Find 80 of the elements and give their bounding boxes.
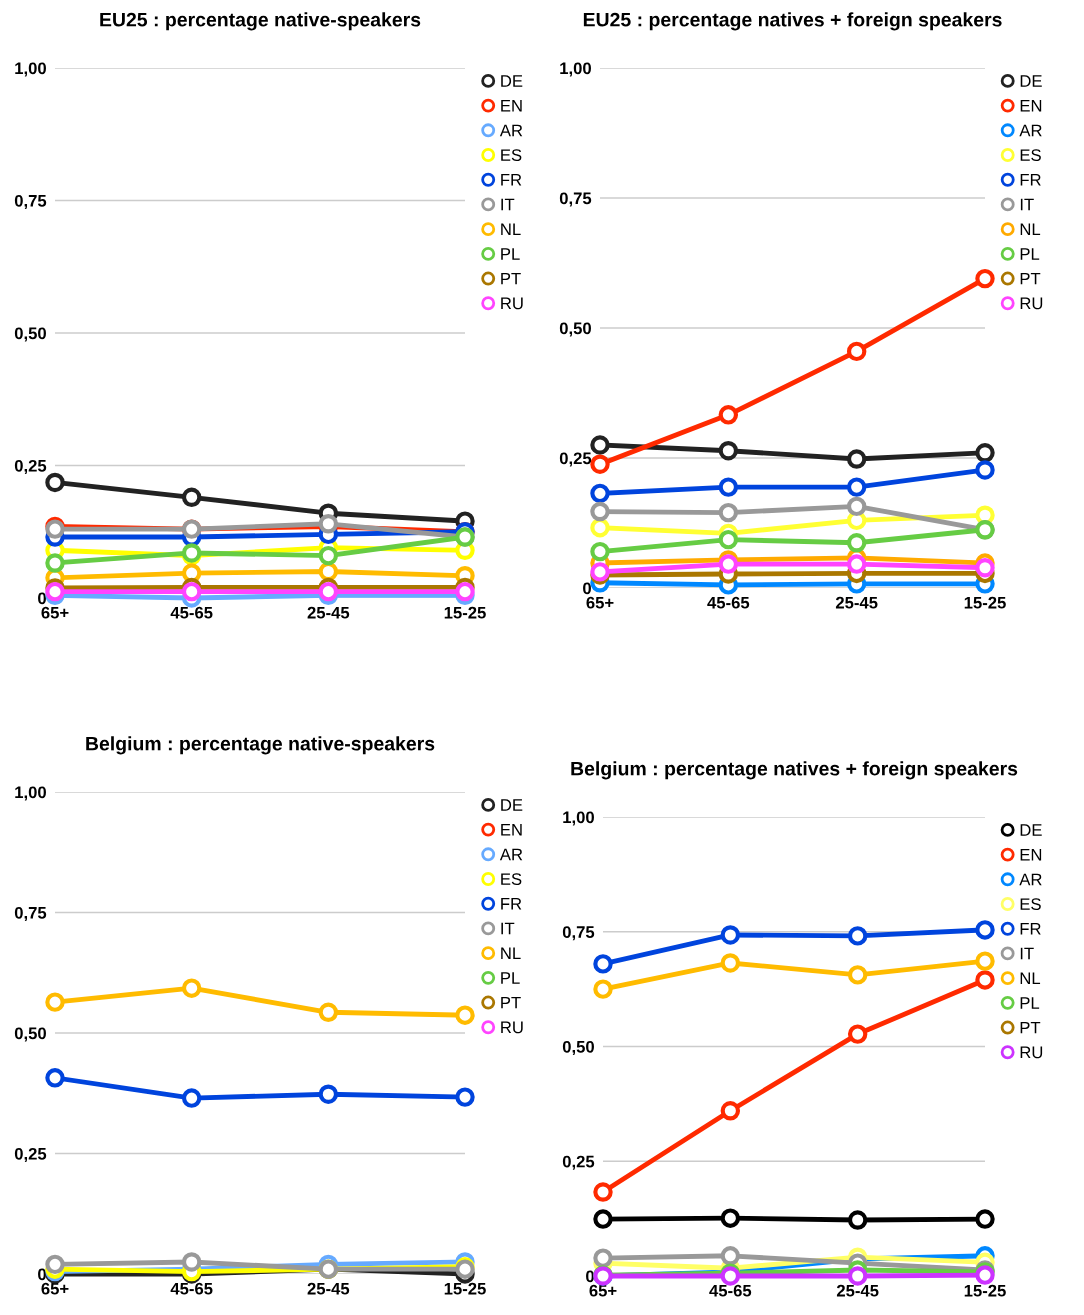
legend-label: RU bbox=[1020, 297, 1043, 310]
legend-label: DE bbox=[1020, 75, 1042, 87]
legend-label: NL bbox=[501, 223, 521, 235]
x-tick-label: 25-45 bbox=[307, 606, 350, 619]
legend-label: NL bbox=[1020, 223, 1041, 235]
chart-title: Belgium : percentage native-speakers bbox=[86, 736, 435, 755]
legend-label: PL bbox=[1020, 248, 1040, 260]
y-tick-label: 0 bbox=[586, 1270, 594, 1283]
y-tick-label: 0,75 bbox=[14, 194, 47, 210]
legend-label: IT bbox=[501, 198, 515, 211]
legend-label: PT bbox=[1020, 1021, 1041, 1034]
x-tick-label: 45-65 bbox=[707, 596, 750, 609]
x-tick-label: 45-65 bbox=[170, 1282, 213, 1295]
chart-title: EU25 : percentage native-speakers bbox=[100, 12, 421, 31]
legend-label: IT bbox=[501, 922, 515, 935]
y-tick-label: 0,25 bbox=[14, 459, 47, 475]
legend-label: AR bbox=[1019, 873, 1042, 886]
legend-label: PT bbox=[501, 272, 521, 285]
legend-label: DE bbox=[501, 799, 523, 811]
legend-label: RU bbox=[1020, 1046, 1043, 1059]
legend-label: EN bbox=[501, 823, 522, 836]
y-tick-label: 1,00 bbox=[15, 786, 46, 801]
legend-label: FR bbox=[1020, 923, 1041, 935]
legend-label: FR bbox=[501, 174, 522, 186]
y-tick-label: 0 bbox=[38, 1268, 46, 1281]
legend-label: ES bbox=[1020, 149, 1041, 162]
legend-label: RU bbox=[501, 297, 523, 310]
x-tick-label: 15-25 bbox=[444, 606, 486, 619]
legend-label: FR bbox=[1020, 174, 1041, 186]
y-tick-label: 0,50 bbox=[559, 322, 591, 337]
legend-label: AR bbox=[499, 124, 523, 137]
legend-label: EN bbox=[501, 99, 522, 112]
legend-label: ES bbox=[1020, 898, 1041, 911]
legend-label: PT bbox=[1020, 272, 1041, 285]
y-tick-label: 0,75 bbox=[14, 906, 47, 922]
y-tick-label: 0,25 bbox=[562, 1155, 595, 1170]
legend-label: PL bbox=[1020, 997, 1040, 1009]
legend-label: AR bbox=[499, 848, 523, 861]
y-tick-label: 0,25 bbox=[559, 452, 592, 467]
y-tick-label: 0,50 bbox=[14, 1027, 46, 1042]
y-tick-label: 0,75 bbox=[559, 192, 592, 207]
y-tick-label: 1,00 bbox=[563, 811, 594, 826]
legend-label: RU bbox=[501, 1021, 523, 1034]
x-tick-label: 65+ bbox=[589, 1284, 617, 1297]
legend-label: DE bbox=[501, 75, 523, 87]
legend-label: ES bbox=[501, 873, 522, 886]
legend-label: PT bbox=[501, 996, 521, 1009]
x-tick-label: 65+ bbox=[586, 596, 614, 609]
legend-label: AR bbox=[1019, 124, 1042, 137]
legend-label: IT bbox=[1020, 947, 1034, 960]
x-tick-label: 45-65 bbox=[709, 1284, 752, 1297]
x-tick-label: 25-45 bbox=[835, 596, 878, 609]
legend-label: FR bbox=[501, 898, 522, 910]
y-tick-label: 0 bbox=[583, 582, 591, 595]
legend-label: EN bbox=[1020, 99, 1042, 112]
x-tick-label: 25-45 bbox=[307, 1282, 350, 1295]
x-tick-label: 65+ bbox=[41, 606, 69, 619]
legend-label: DE bbox=[1020, 824, 1042, 836]
y-tick-label: 1,00 bbox=[560, 62, 591, 77]
y-tick-label: 0,25 bbox=[14, 1147, 47, 1163]
y-tick-label: 0,50 bbox=[14, 327, 46, 342]
y-tick-label: 0 bbox=[38, 592, 46, 605]
legend-label: IT bbox=[1020, 198, 1034, 211]
y-tick-label: 0,50 bbox=[562, 1040, 594, 1056]
x-tick-label: 15-25 bbox=[964, 596, 1006, 609]
legend-label: NL bbox=[501, 947, 521, 959]
legend-label: PL bbox=[501, 972, 520, 984]
x-tick-label: 15-25 bbox=[964, 1284, 1006, 1297]
x-tick-label: 65+ bbox=[41, 1282, 69, 1295]
legend-label: ES bbox=[501, 149, 522, 162]
chart-title: Belgium : percentage natives + foreign speakers bbox=[571, 761, 1018, 780]
legend-label: EN bbox=[1020, 848, 1042, 861]
y-tick-label: 0,75 bbox=[562, 926, 595, 941]
legend-label: PL bbox=[501, 248, 520, 260]
legend-label: NL bbox=[1020, 972, 1041, 984]
x-tick-label: 15-25 bbox=[444, 1282, 486, 1295]
x-tick-label: 25-45 bbox=[836, 1284, 879, 1297]
chart-title: EU25 : percentage natives + foreign speakers bbox=[583, 12, 1002, 31]
y-tick-label: 1,00 bbox=[15, 62, 46, 77]
x-tick-label: 45-65 bbox=[170, 606, 213, 619]
